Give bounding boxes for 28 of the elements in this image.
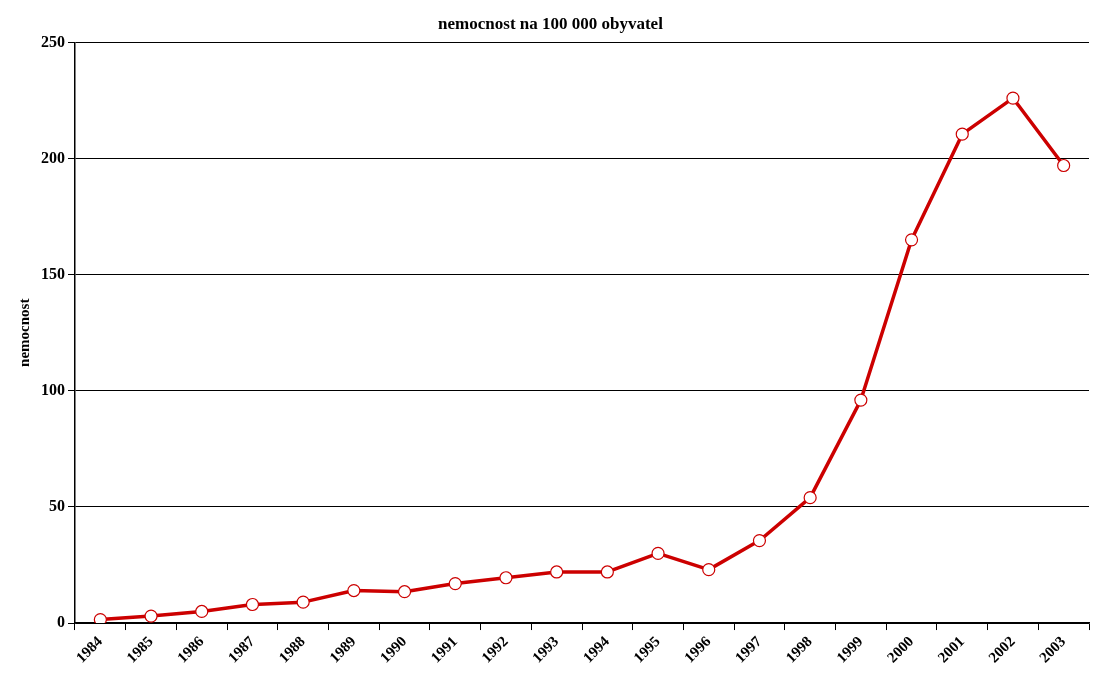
point	[955, 127, 969, 141]
point	[651, 546, 665, 560]
point	[1006, 91, 1020, 105]
y-tick-label: 0	[57, 613, 65, 631]
chart-title: nemocnost na 100 000 obyvatel	[438, 13, 664, 33]
point	[854, 393, 868, 407]
point	[904, 233, 919, 247]
y-tick-label: 250	[41, 32, 65, 50]
point	[448, 576, 462, 591]
point	[600, 565, 614, 579]
point	[296, 595, 310, 609]
point	[1057, 158, 1071, 173]
point	[245, 597, 260, 612]
y-tick-label: 100	[41, 380, 65, 398]
point	[347, 583, 361, 598]
point	[144, 609, 158, 623]
point	[397, 585, 412, 599]
y-tick-label: 50	[49, 497, 65, 515]
y-tick-label: 200	[41, 148, 65, 166]
y-axis-title: nemocnost	[15, 298, 32, 367]
y-tick-label: 150	[41, 264, 65, 282]
point	[702, 563, 716, 577]
point	[93, 612, 107, 624]
point	[195, 604, 209, 619]
point	[499, 571, 513, 585]
point	[550, 565, 564, 579]
point	[752, 534, 767, 548]
point	[803, 491, 817, 505]
